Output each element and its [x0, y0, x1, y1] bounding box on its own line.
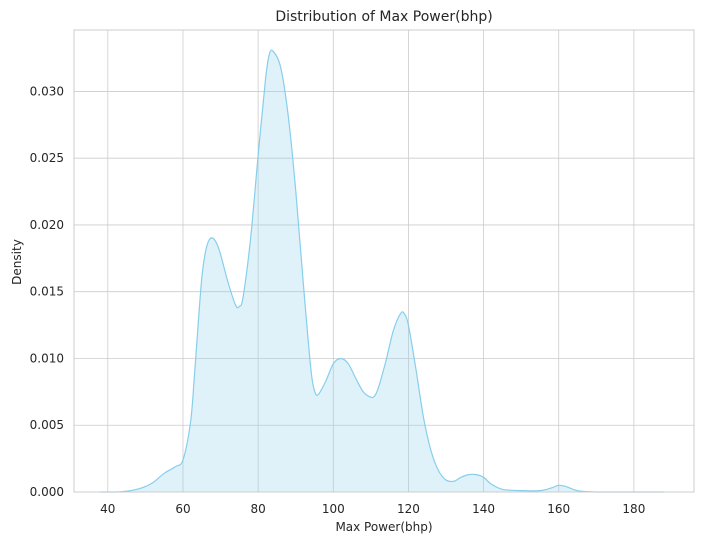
y-tick-label: 0.015 — [30, 285, 64, 299]
y-tick-label: 0.030 — [30, 84, 64, 98]
x-tick-label: 140 — [472, 502, 495, 516]
y-tick-label: 0.025 — [30, 151, 64, 165]
density-area-fill — [100, 50, 664, 492]
x-axis-ticks: 40 60 80 100 120 140 160 180 — [100, 502, 645, 516]
x-axis-label: Max Power(bhp) — [335, 520, 432, 534]
y-tick-label: 0.005 — [30, 418, 64, 432]
x-tick-label: 60 — [175, 502, 190, 516]
plot-frame — [73, 29, 695, 493]
x-tick-label: 180 — [622, 502, 645, 516]
chart-title: Distribution of Max Power(bhp) — [275, 9, 492, 25]
y-tick-label: 0.000 — [30, 485, 64, 499]
y-axis-label: Density — [10, 239, 24, 285]
density-curve-line — [100, 49, 664, 493]
x-tick-label: 100 — [322, 502, 345, 516]
x-tick-label: 40 — [100, 502, 115, 516]
x-tick-label: 160 — [547, 502, 570, 516]
y-axis-ticks: 0.000 0.005 0.010 0.015 0.020 0.025 0.030 — [30, 84, 64, 499]
grid — [74, 30, 694, 493]
x-tick-label: 80 — [250, 502, 265, 516]
y-tick-label: 0.010 — [30, 351, 64, 365]
y-tick-label: 0.020 — [30, 218, 64, 232]
x-tick-label: 120 — [397, 502, 420, 516]
